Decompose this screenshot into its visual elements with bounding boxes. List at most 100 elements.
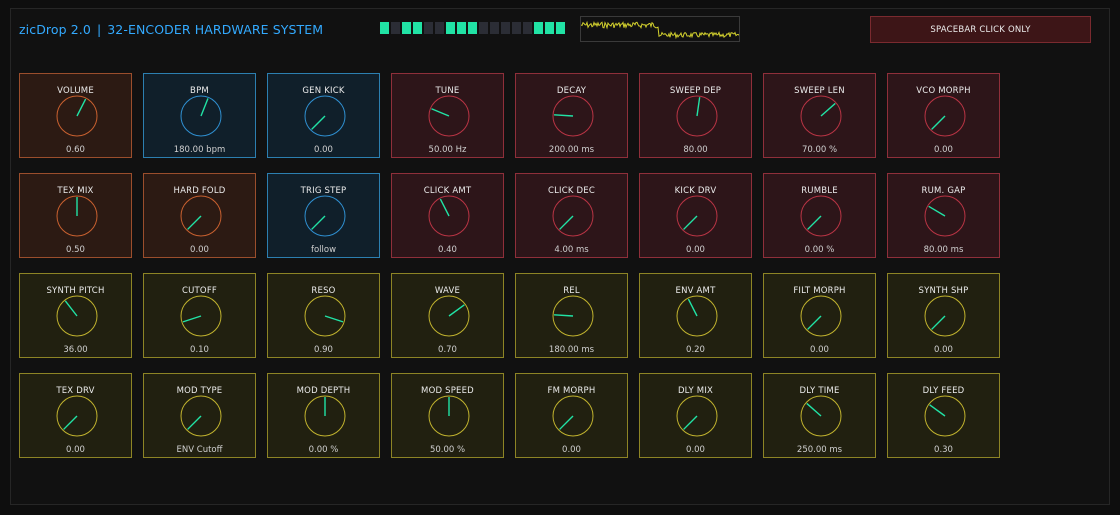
knob-ring (304, 195, 346, 237)
knob[interactable] (676, 95, 718, 137)
knob[interactable] (800, 295, 842, 337)
encoder-value: 0.70 (438, 345, 457, 355)
encoder-label: REL (563, 286, 580, 296)
encoder-rel[interactable]: REL 180.00 ms (515, 273, 628, 358)
knob-ring (180, 195, 222, 237)
title-separator: | (96, 22, 102, 37)
knob-needle (311, 115, 326, 130)
sequencer-step-13 (512, 22, 521, 34)
knob[interactable] (304, 95, 346, 137)
encoder-hard-fold[interactable]: HARD FOLD 0.00 (143, 173, 256, 258)
knob[interactable] (56, 195, 98, 237)
encoder-mod-depth[interactable]: MOD DEPTH 0.00 % (267, 373, 380, 458)
knob-needle (448, 304, 465, 317)
encoder-wave[interactable]: WAVE 0.70 (391, 273, 504, 358)
encoder-filt-morph[interactable]: FILT MORPH 0.00 (763, 273, 876, 358)
encoder-rumble[interactable]: RUMBLE 0.00 % (763, 173, 876, 258)
encoder-volume[interactable]: VOLUME 0.60 (19, 73, 132, 158)
knob[interactable] (800, 95, 842, 137)
encoder-click-amt[interactable]: CLICK AMT 0.40 (391, 173, 504, 258)
encoder-reso[interactable]: RESO 0.90 (267, 273, 380, 358)
encoder-value: follow (310, 245, 337, 255)
knob[interactable] (180, 295, 222, 337)
encoder-value: 80.00 (683, 145, 708, 155)
encoder-dly-mix[interactable]: DLY MIX 0.00 (639, 373, 752, 458)
encoder-label: VOLUME (57, 86, 94, 96)
encoder-kick-drv[interactable]: KICK DRV 0.00 (639, 173, 752, 258)
knob[interactable] (304, 295, 346, 337)
knob[interactable] (924, 195, 966, 237)
knob[interactable] (428, 95, 470, 137)
knob[interactable] (428, 395, 470, 437)
encoder-rum-gap[interactable]: RUM. GAP 80.00 ms (887, 173, 1000, 258)
knob-ring (800, 95, 842, 137)
encoder-label: ENV AMT (675, 286, 716, 296)
knob-needle (683, 215, 698, 230)
knob[interactable] (924, 395, 966, 437)
spacebar-click-button[interactable]: SPACEBAR CLICK ONLY (870, 16, 1091, 43)
knob[interactable] (800, 195, 842, 237)
encoder-bpm[interactable]: BPM 180.00 bpm (143, 73, 256, 158)
encoder-tex-mix[interactable]: TEX MIX 0.50 (19, 173, 132, 258)
encoder-sweep-dep[interactable]: SWEEP DEP 80.00 (639, 73, 752, 158)
encoder-decay[interactable]: DECAY 200.00 ms (515, 73, 628, 158)
encoder-value: 0.00 (810, 345, 829, 355)
knob-ring (180, 295, 222, 337)
sequencer-step-8 (457, 22, 466, 34)
encoder-env-amt[interactable]: ENV AMT 0.20 (639, 273, 752, 358)
sequencer-step-7 (446, 22, 455, 34)
encoder-synth-shp[interactable]: SYNTH SHP 0.00 (887, 273, 1000, 358)
knob-needle (806, 402, 822, 417)
encoder-value: 0.30 (934, 445, 953, 455)
encoder-tex-drv[interactable]: TEX DRV 0.00 (19, 373, 132, 458)
knob[interactable] (552, 195, 594, 237)
knob[interactable] (428, 195, 470, 237)
encoder-tune[interactable]: TUNE 50.00 Hz (391, 73, 504, 158)
knob-ring (676, 95, 718, 137)
knob[interactable] (676, 395, 718, 437)
knob[interactable] (552, 95, 594, 137)
sequencer-step-9 (468, 22, 477, 34)
encoder-value: 200.00 ms (548, 145, 595, 155)
knob[interactable] (800, 395, 842, 437)
knob[interactable] (56, 95, 98, 137)
encoder-vco-morph[interactable]: VCO MORPH 0.00 (887, 73, 1000, 158)
knob[interactable] (180, 95, 222, 137)
knob-needle (553, 314, 574, 317)
encoder-mod-speed[interactable]: MOD SPEED 50.00 % (391, 373, 504, 458)
knob-needle (311, 215, 326, 230)
encoder-label: SWEEP LEN (794, 86, 845, 96)
knob[interactable] (676, 195, 718, 237)
encoder-sweep-len[interactable]: SWEEP LEN 70.00 % (763, 73, 876, 158)
encoder-click-dec[interactable]: CLICK DEC 4.00 ms (515, 173, 628, 258)
sequencer-step-4 (413, 22, 422, 34)
encoder-label: SYNTH PITCH (46, 286, 105, 296)
knob-ring (428, 95, 470, 137)
encoder-trig-step[interactable]: TRIG STEP follow (267, 173, 380, 258)
knob[interactable] (56, 395, 98, 437)
knob[interactable] (428, 295, 470, 337)
knob[interactable] (180, 395, 222, 437)
encoder-label: CLICK DEC (547, 186, 596, 196)
knob[interactable] (56, 295, 98, 337)
knob-ring (428, 195, 470, 237)
encoder-cutoff[interactable]: CUTOFF 0.10 (143, 273, 256, 358)
encoder-value: 0.00 % (804, 245, 835, 255)
knob[interactable] (924, 95, 966, 137)
knob[interactable] (676, 295, 718, 337)
encoder-value: 0.00 (562, 445, 581, 455)
encoder-label: BPM (190, 86, 209, 96)
knob[interactable] (552, 395, 594, 437)
knob[interactable] (304, 395, 346, 437)
knob[interactable] (552, 295, 594, 337)
encoder-fm-morph[interactable]: FM MORPH 0.00 (515, 373, 628, 458)
knob-needle (931, 315, 946, 330)
encoder-synth-pitch[interactable]: SYNTH PITCH 36.00 (19, 273, 132, 358)
encoder-mod-type[interactable]: MOD TYPE ENV Cutoff (143, 373, 256, 458)
knob[interactable] (180, 195, 222, 237)
encoder-dly-feed[interactable]: DLY FEED 0.30 (887, 373, 1000, 458)
knob[interactable] (304, 195, 346, 237)
knob[interactable] (924, 295, 966, 337)
encoder-dly-time[interactable]: DLY TIME 250.00 ms (763, 373, 876, 458)
encoder-gen-kick[interactable]: GEN KICK 0.00 (267, 73, 380, 158)
